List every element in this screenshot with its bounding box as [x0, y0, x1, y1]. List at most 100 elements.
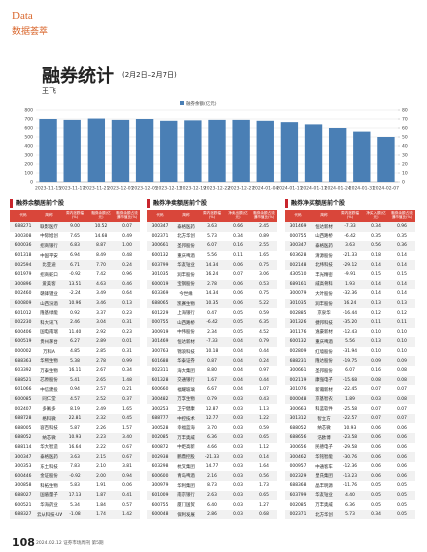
table-row: 603369 今世缘 14.34 0.06 0.75	[147, 289, 277, 299]
table-cell: 1.07	[259, 387, 269, 393]
section-name: 数据荟萃	[12, 27, 49, 37]
table-row: 600132 重庆啤酒 5.56 0.11 1.65	[147, 251, 277, 261]
table-cell: 红墙股份	[315, 349, 333, 355]
table-cell: 6.27	[62, 337, 88, 347]
table-row: 300353 东土科技 7.83 2.10 3.81	[10, 462, 140, 472]
x-tick-label: 2023-12-27	[228, 186, 254, 192]
table-cell: 0.06	[371, 464, 381, 470]
table-cell: 002594	[10, 260, 36, 270]
table-cell: 0.68	[251, 509, 277, 520]
table-cell: 华熙生物	[36, 356, 62, 366]
table-cell: 6.83	[62, 241, 88, 251]
table-cell: 0.07	[389, 413, 415, 424]
table-cell: 格科微	[36, 413, 62, 424]
table-cell: 2.78	[88, 356, 114, 366]
table-cell: 0.03	[233, 406, 243, 412]
table-cell: 泰格医药	[311, 241, 337, 251]
table-cell: 山西路桥	[315, 234, 333, 240]
bar	[208, 119, 226, 182]
table-cell: 2.86	[199, 509, 225, 520]
table-cell: 1.48	[114, 375, 140, 386]
table-cell: 600085	[10, 394, 36, 405]
table-cell: 300253	[151, 406, 169, 412]
table-cell: 000755	[289, 233, 307, 239]
table-cell: 6.40	[207, 502, 217, 508]
table-row: 000755 山西路桥 -6.42 0.05 6.35	[147, 317, 277, 328]
table-cell: 4.57	[62, 394, 88, 405]
table-cell: 0.08	[389, 394, 415, 405]
table-cell: 300079	[289, 291, 307, 297]
table-cell: 3.63	[62, 452, 88, 462]
table-cell: 润丰股份	[311, 298, 337, 309]
table-cell: 0.06	[397, 444, 407, 450]
article-subtitle: (2月2日–2月7日)	[122, 71, 177, 79]
table-cell: 2.52	[88, 394, 114, 405]
table-cell: 0.35	[371, 233, 381, 239]
table-row: 300663 科蓝软件 -25.58 0.07 0.07	[285, 404, 415, 414]
y2-tick-label: 0	[402, 180, 405, 186]
bar	[39, 119, 57, 182]
table-cell: 002407	[14, 406, 32, 412]
table-cell: 0.67	[122, 444, 132, 450]
y2-tick-label: 10	[402, 171, 408, 177]
table-cell: 1.93	[337, 279, 363, 290]
table-cell: 隆基绿能	[40, 311, 58, 317]
column-header: 净买入额(亿元)	[363, 210, 389, 222]
table-cell: 0.03	[233, 425, 243, 431]
table-cell: 688271	[10, 222, 36, 232]
table-cell: 603799	[285, 490, 311, 501]
table-cell: 10.93	[62, 433, 88, 443]
table-cell: 0.23	[122, 310, 132, 316]
table-block: 融券净卖额居前个股 代码 简称 周内涨跌幅(%) 净卖出额(亿元) 融券余额占流通市值比(…	[147, 199, 277, 520]
table-cell: 1.73	[259, 483, 269, 489]
table-cell: 新瀚新材	[315, 387, 333, 393]
table-cell: -6.42	[199, 317, 225, 328]
table-cell: 0.75	[259, 291, 269, 297]
table-cell: 600519	[10, 337, 36, 347]
bar	[280, 122, 299, 182]
table-cell: 晶丰明源	[315, 483, 333, 489]
table-cell: 300528	[151, 425, 169, 431]
table-cell: 7.42	[96, 272, 106, 278]
table-cell: 3.70	[207, 425, 217, 431]
table-cell: 0.31	[122, 349, 132, 355]
table-cell: 科蓝软件	[315, 407, 333, 413]
table-cell: 688777	[147, 413, 173, 424]
table-cell: 0.47	[207, 310, 217, 316]
data-table: 代码 简称 周内涨跌幅(%) 融券余额(亿元) 融券余额占流通市值比(%) 688271 联…	[10, 210, 140, 520]
table-cell: 300308	[14, 233, 32, 239]
table-cell: 600600	[147, 471, 173, 482]
table-cell: 5.34	[70, 502, 80, 508]
table-cell: 7.70	[88, 260, 114, 270]
table-cell: 688065	[147, 298, 173, 309]
table-row: 688231 隆达股份 -19.75 0.09 0.09	[285, 356, 415, 366]
table-cell: 4.85	[70, 349, 80, 355]
table-cell: 0.10	[389, 337, 415, 347]
table-cell: 0.14	[389, 279, 415, 290]
table-cell: 卫宁健康	[177, 407, 195, 413]
table-cell: 2.49	[96, 406, 106, 412]
table-row: 000957 中通客车 -12.36 0.06 0.06	[285, 462, 415, 472]
table-cell: 4.52	[259, 329, 269, 335]
table-cell: 603369	[151, 291, 169, 297]
column-header: 净卖出额(亿元)	[225, 210, 251, 222]
table-cell: 0.59	[259, 310, 269, 316]
table-cell: 12.87	[205, 406, 219, 412]
table-cell: 浩欧博	[311, 433, 337, 443]
table-cell: 601066	[14, 387, 32, 393]
table-cell: 爱美客	[36, 279, 62, 290]
table-cell: 300661	[147, 241, 173, 251]
table-row: 002407 多氟多 8.19 2.49 1.65	[10, 404, 140, 414]
table-cell: 2.89	[88, 337, 114, 347]
table-row: 600446 金证股份 -0.92 2.00 0.94	[10, 471, 140, 482]
table-cell: 688521	[10, 375, 36, 386]
table-cell: 2.46	[62, 317, 88, 328]
table-cell: 0.04	[225, 337, 251, 347]
table-cell: 6.35	[251, 317, 277, 328]
table-cell: 6.71	[62, 260, 88, 270]
table-cell: 430510	[289, 272, 307, 278]
table-cell: 0.14	[251, 452, 277, 462]
table-cell: 0.94	[70, 387, 80, 393]
table-cell: 5.56	[337, 337, 363, 347]
table-cell: 0.79	[199, 394, 225, 405]
